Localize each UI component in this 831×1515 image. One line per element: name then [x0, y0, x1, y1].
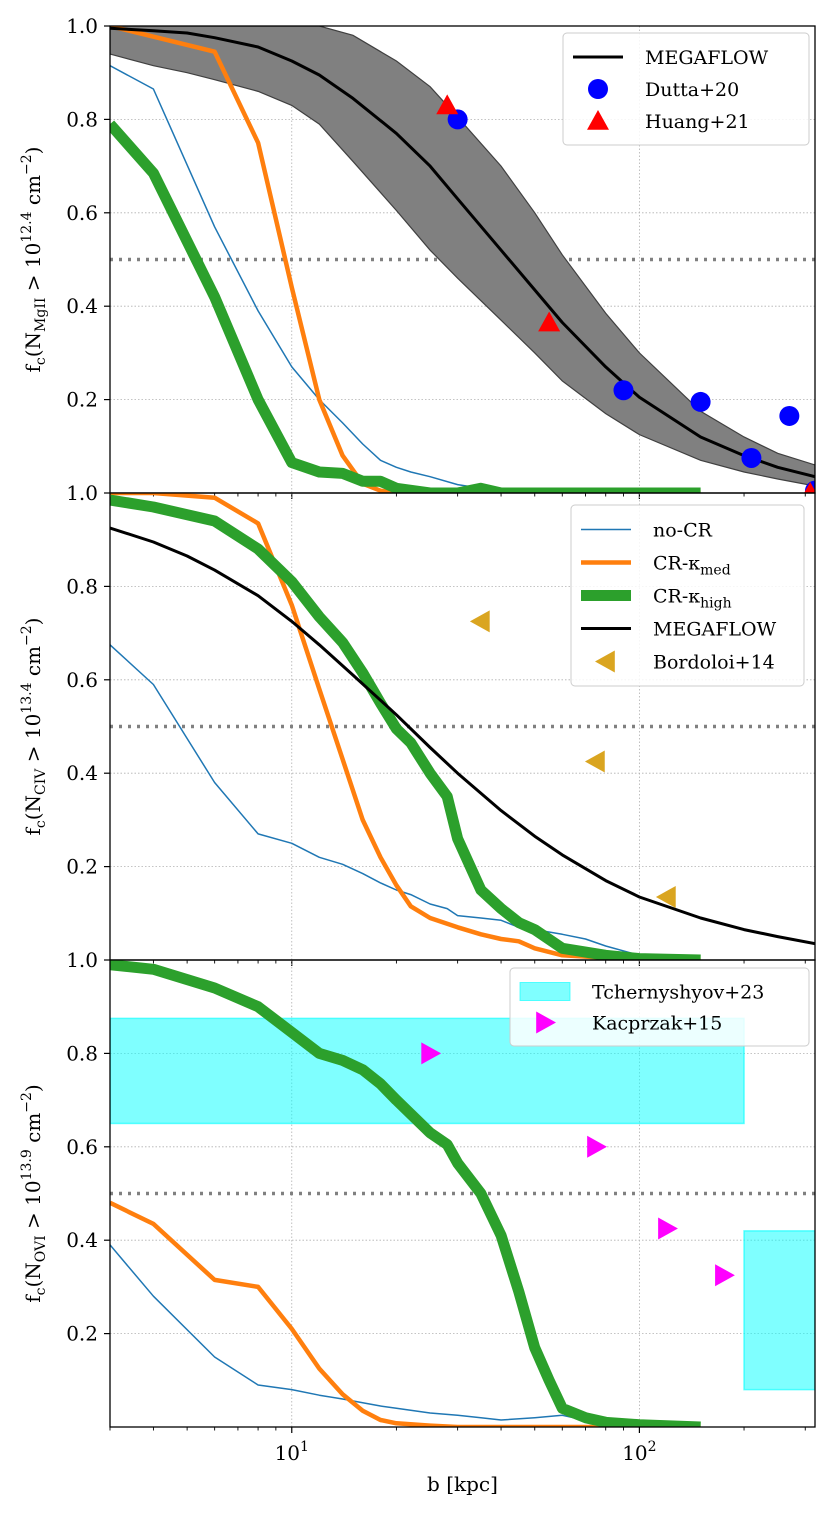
legend-entry-bordoloi-14: Bordoloi+14: [653, 652, 775, 674]
x-tick-label: 102: [622, 1439, 656, 1465]
series-megaflow: [110, 26, 815, 479]
panel-ovi: 0.2 0.4 0.6 0.8 1.0 101 102 fc(NOVI > 1013.9 cm…: [19, 948, 816, 1496]
y-tick-label: 0.6: [66, 1135, 98, 1159]
y-tick-label: 0.2: [66, 855, 98, 879]
legend-entry-megaflow: MEGAFLOW: [653, 619, 777, 641]
plot-area: [110, 26, 815, 493]
y-tick-label: 0.4: [66, 761, 98, 785]
y-tick-label: 0.2: [66, 388, 98, 412]
data-point-dutta-20: [779, 405, 800, 426]
y-tick-label: 0.2: [66, 1322, 98, 1346]
y-axis-label: fc(NMgII > 1012.4 cm−2): [19, 147, 49, 373]
y-tick-label: 1.0: [66, 14, 98, 38]
megaflow-band: [110, 26, 815, 487]
data-point-kacprzak-15: [587, 1135, 607, 1158]
legend-entry-kacprzak-15: Kacprzak+15: [592, 1013, 722, 1035]
series-megaflow: [110, 526, 815, 946]
y-tick-label: 0.4: [66, 1228, 98, 1252]
panel-civ: 0.2 0.4 0.6 0.8 1.0 fc(NCIV > 1013.4 cm−2) no-…: [19, 481, 816, 966]
axes-frame: [109, 959, 816, 1428]
legend-entry-kacprzak-15-swatch: [536, 1011, 556, 1034]
plot-area: [110, 493, 815, 960]
data-point-bordoloi-14: [655, 885, 676, 908]
legend: MEGAFLOW Dutta+20 Huang+21: [562, 32, 810, 146]
series-no-cr: [110, 1244, 701, 1427]
observation-band: [743, 1230, 815, 1391]
y-axis-label: fc(NCIV > 1013.4 cm−2): [19, 618, 49, 836]
legend-entry-no-cr: no-CR: [653, 520, 713, 542]
legend-entry-huang-21: Huang+21: [645, 111, 750, 133]
y-tick-label: 0.8: [66, 574, 98, 598]
legend-entry-bordoloi-14-swatch: [595, 650, 615, 673]
panel-mgii: 0.2 0.4 0.6 0.8 1.0 fc(NMgII > 1012.4 cm−2) ME…: [19, 14, 816, 499]
legend-entry-dutta-20: Dutta+20: [645, 79, 739, 101]
x-tick-label: 101: [275, 1439, 309, 1465]
data-point-dutta-20: [690, 391, 711, 412]
legend-box: [509, 967, 810, 1047]
series-cr-high: [110, 120, 701, 493]
data-point-kacprzak-15: [421, 1042, 442, 1065]
y-axis-label: fc(NOVI > 1013.9 cm−2): [19, 1084, 49, 1303]
series-cr-med: [110, 26, 701, 493]
legend-entry-megaflow: MEGAFLOW: [645, 47, 769, 69]
legend-entry-dutta-20-swatch: [588, 79, 608, 99]
data-point-dutta-20: [447, 109, 468, 130]
data-point-huang-21: [538, 311, 561, 332]
data-point-huang-21: [804, 482, 815, 493]
legend-entry-tchernyshyov-23-swatch: [519, 982, 571, 1001]
series-cr-high: [110, 494, 701, 960]
x-axis-label: b [kpc]: [427, 1472, 498, 1496]
data-point-bordoloi-14: [584, 750, 605, 773]
legend: no-CR CR-κmed CR-κhigh MEGAFLOW Bordoloi+14: [570, 504, 805, 687]
series-no-cr: [110, 644, 701, 960]
y-tick-label: 1.0: [66, 948, 98, 972]
legend-entry-tchernyshyov-23: Tchernyshyov+23: [592, 982, 764, 1004]
data-point-kacprzak-15: [715, 1264, 735, 1287]
series-cr-high: [110, 960, 701, 1427]
data-point-kacprzak-15: [658, 1217, 678, 1240]
legend-entry-huang-21-swatch: [587, 110, 609, 130]
y-tick-label: 0.4: [66, 294, 98, 318]
y-tick-label: 1.0: [66, 481, 98, 505]
legend: Tchernyshyov+23 Kacprzak+15: [509, 967, 810, 1047]
data-point-huang-21: [436, 94, 459, 115]
y-tick-label: 0.6: [66, 201, 98, 225]
data-point-bordoloi-14: [469, 610, 490, 633]
y-tick-label: 0.8: [66, 1041, 98, 1065]
legend-box: [570, 504, 805, 687]
legend-entry-cr--high: CR-κhigh: [653, 586, 732, 612]
y-tick-label: 0.8: [66, 107, 98, 131]
series-cr-med: [110, 1200, 701, 1427]
data-point-dutta-20: [613, 380, 634, 401]
series-cr-med: [110, 493, 701, 960]
legend-entry-cr--med: CR-κmed: [653, 553, 731, 579]
y-tick-label: 0.6: [66, 668, 98, 692]
data-point-dutta-20: [741, 447, 762, 468]
legend-box: [562, 32, 810, 146]
